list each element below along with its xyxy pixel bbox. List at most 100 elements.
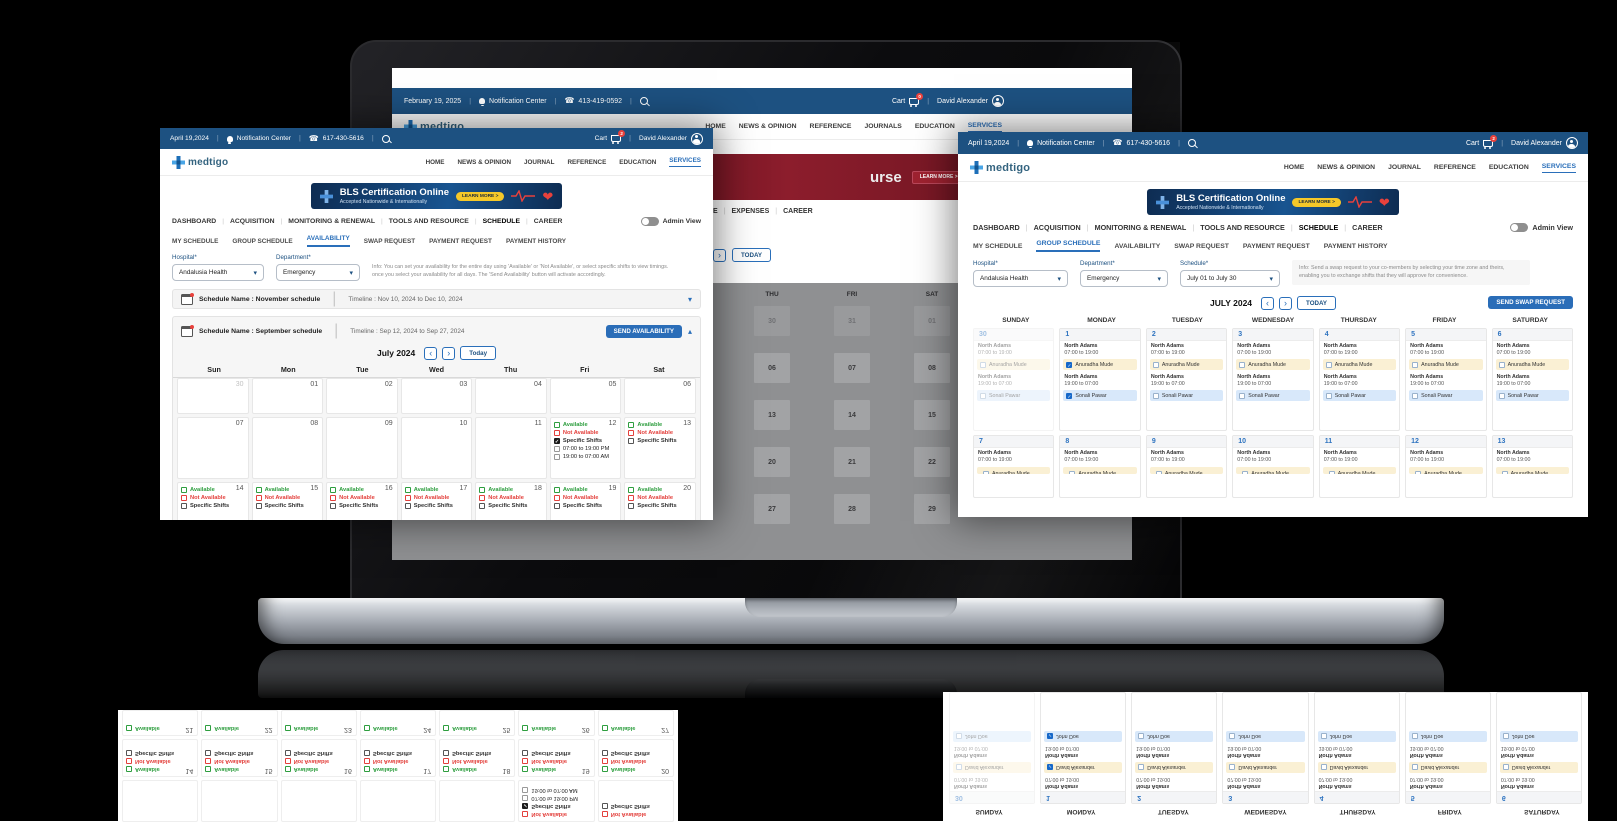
nav-item-news-opinion[interactable]: NEWS & OPINION [738,123,797,130]
tab-monitoring-renewal[interactable]: MONITORING & RENEWAL [288,218,376,225]
tab-career[interactable]: CAREER [1352,223,1383,232]
day-cell[interactable]: 06 [754,353,790,383]
availability-option[interactable]: Available [601,766,670,772]
checkbox[interactable] [601,725,608,731]
group-day-cell[interactable]: 1 North Adams 07:00 to 19:00 ✓ Anuradha Mude… [1059,328,1141,431]
checkbox[interactable] [522,758,529,764]
day-cell[interactable]: 07 [834,353,870,383]
person-shift-row[interactable]: David Alexander [1408,762,1487,773]
nav-item-journal[interactable]: JOURNAL [1388,164,1421,171]
availability-option[interactable]: Not Available [628,495,692,501]
subtab-availability[interactable]: AVAILABILITY [306,235,350,247]
availability-option[interactable]: Available [601,725,670,731]
availability-option[interactable]: Not Available [601,758,670,764]
accordion-header[interactable]: Schedule Name : September schedule | Timel… [173,317,700,344]
group-day-cell[interactable]: 3 North Adams 07:00 to 19:00 Anuradha Mude N… [1232,328,1314,431]
availability-option[interactable]: Available [284,766,353,772]
availability-option[interactable]: Specific Shifts [601,803,670,809]
day-cell[interactable]: 17 Available Not Available Specific Shifts [400,482,473,520]
availability-option[interactable]: Available [443,766,511,772]
availability-option[interactable]: Available [522,725,590,731]
availability-option[interactable]: Specific Shifts [553,503,618,509]
today-button[interactable]: Today [460,346,497,360]
checkbox[interactable] [1138,764,1145,771]
person-shift-row[interactable]: Anuradha Mude [1495,359,1569,370]
day-cell[interactable]: 07 [177,417,249,479]
availability-option[interactable]: 07:00 to 19:00 PM [553,446,618,452]
day-cell[interactable]: 05 [549,378,622,414]
prev-month-button[interactable]: ‹ [1261,296,1275,310]
checkbox[interactable] [363,766,370,772]
checkbox[interactable] [126,750,132,756]
availability-option[interactable]: Specific Shifts [479,503,543,509]
availability-option[interactable]: Not Available [443,758,511,764]
checkbox[interactable] [601,758,608,764]
person-shift-row[interactable]: John Doe [1408,731,1487,742]
checkbox[interactable] [1328,470,1335,474]
availability-option[interactable]: Not Available [479,495,543,501]
checkbox[interactable] [553,503,560,509]
day-cell[interactable]: 14 Available Not Available Specific Shifts [122,739,199,777]
person-shift-row[interactable]: John Doe [1226,731,1305,742]
cart-icon[interactable]: 2 [1483,134,1498,149]
checkbox[interactable] [980,361,986,368]
checked-checkbox[interactable]: ✓ [553,438,560,445]
day-cell[interactable]: 21 Available [122,710,199,736]
checkbox[interactable] [522,725,529,731]
availability-option[interactable]: Available [330,487,394,493]
checkbox[interactable] [1412,361,1419,368]
tab-dashboard[interactable]: DASHBOARD [973,223,1020,232]
availability-option[interactable]: Not Available [601,811,670,817]
checkbox[interactable] [205,758,212,764]
availability-option[interactable]: Specific Shifts [330,503,394,509]
availability-option[interactable]: 19:00 to 07:00 AM [522,787,590,793]
checkbox[interactable] [553,422,560,428]
availability-option[interactable]: Not Available [205,758,273,764]
checked-checkbox[interactable]: ✓ [522,802,529,809]
subtab-group-schedule[interactable]: GROUP SCHEDULE [1036,240,1101,252]
cart-label[interactable]: Cart [891,97,906,105]
person-shift-row[interactable]: Sonali Pawar [1495,390,1569,401]
checkbox[interactable] [330,503,337,509]
person-shift-row[interactable]: ✓ John Doe [1044,731,1123,742]
checkbox[interactable] [330,495,337,501]
availability-option[interactable]: Available [205,725,273,731]
send-swap-request-button[interactable]: SEND SWAP REQUEST [1488,296,1573,309]
checkbox[interactable] [443,766,450,772]
nav-item-reference[interactable]: REFERENCE [809,123,852,130]
checkbox[interactable] [126,766,132,772]
day-cell[interactable] [122,780,199,822]
checkbox[interactable] [1415,470,1422,474]
person-shift-row[interactable]: Anuradha Mude [1063,467,1137,474]
availability-option[interactable]: Specific Shifts [522,750,590,756]
cart-icon[interactable]: 2 [611,130,626,144]
select-hospital[interactable]: Andalusia Health ▾ [973,270,1068,287]
nav-item-home[interactable]: HOME [705,123,726,130]
person-shift-row[interactable]: Anuradha Mude [1236,467,1310,474]
availability-option[interactable]: Specific Shifts [443,750,511,756]
day-cell[interactable]: 20 [754,447,790,477]
group-day-cell[interactable]: 6 North Adams 07:00 to 19:00 Anuradha Mude N… [1491,328,1573,431]
person-shift-row[interactable]: Sonali Pawar [1236,390,1310,401]
group-day-cell[interactable]: 30 North Adams 07:00 to 19:00 David Alexand… [949,692,1036,804]
cart-label[interactable]: Cart [1465,139,1480,147]
select-hospital[interactable]: Andalusia Health ▾ [172,264,264,281]
day-cell[interactable]: 23 Available [280,710,357,736]
person-shift-row[interactable]: ✓ David Alexander [1044,762,1123,773]
bls-banner[interactable]: BLS Certification Online Accepted Nationw… [1147,189,1399,215]
tab-dashboard[interactable]: DASHBOARD [172,218,217,225]
tab-monitoring-renewal[interactable]: MONITORING & RENEWAL [1094,223,1187,232]
nav-item-services[interactable]: SERVICES [669,157,701,167]
day-cell[interactable]: 14 [834,400,870,430]
checkbox[interactable] [443,725,450,731]
person-shift-row[interactable]: Anuradha Mude [1236,359,1310,370]
notification-center-link[interactable]: Notification Center [236,135,291,142]
availability-option[interactable]: Available [363,766,432,772]
day-cell[interactable]: 21 [834,447,870,477]
day-cell[interactable]: 18 Available Not Available Specific Shifts [439,739,516,777]
person-shift-row[interactable]: Sonali Pawar [1322,390,1397,401]
day-cell[interactable]: 08 [914,353,950,383]
availability-option[interactable]: Specific Shifts [284,750,353,756]
user-name[interactable]: David Alexander [1511,139,1562,147]
user-name[interactable]: David Alexander [638,135,687,142]
